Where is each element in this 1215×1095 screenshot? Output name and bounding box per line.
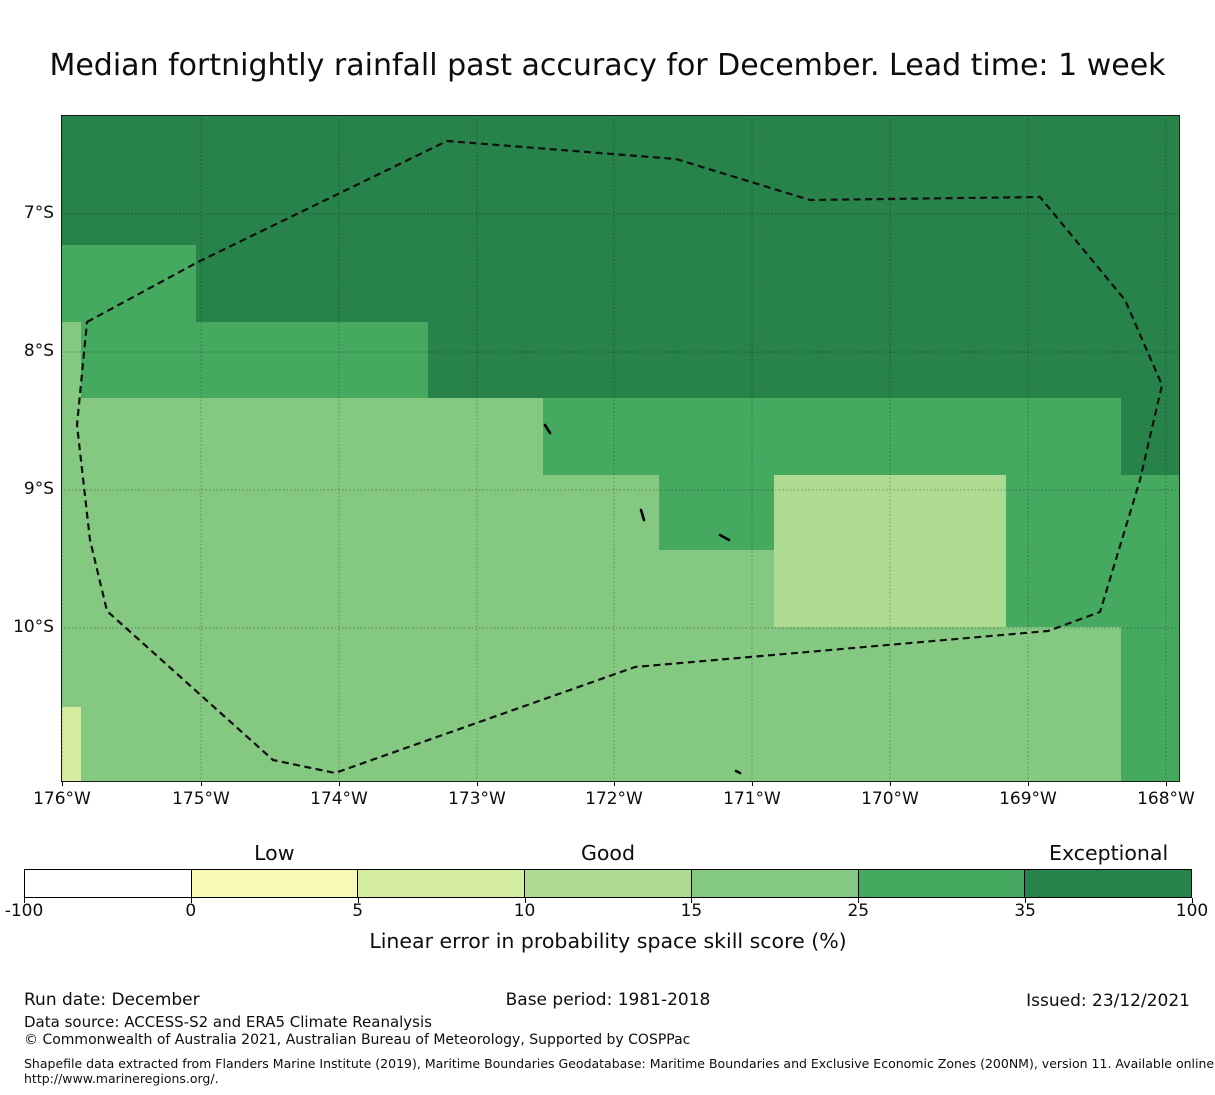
colorbar-title: Linear error in probability space skill …	[369, 929, 847, 953]
x-tick-mark	[477, 782, 478, 786]
y-tick-label: 10°S	[13, 617, 54, 637]
x-tick-mark	[62, 782, 63, 786]
colorbar-segment	[357, 870, 525, 897]
x-tick-mark	[614, 782, 615, 786]
colorbar-tick-label: 35	[1014, 901, 1036, 921]
colorbar-category-label: Exceptional	[1049, 841, 1169, 865]
figure-title: Median fortnightly rainfall past accurac…	[49, 48, 1166, 83]
x-tick-label: 174°W	[310, 789, 368, 809]
map-region	[61, 707, 81, 782]
y-tick-label: 9°S	[23, 479, 54, 499]
colorbar-tick-label: 10	[513, 901, 536, 921]
colorbar-tick-label: 0	[185, 901, 197, 921]
colorbar-tick-mark	[190, 898, 192, 903]
map-region	[543, 398, 1121, 475]
data-source-text: Data source: ACCESS-S2 and ERA5 Climate …	[24, 1013, 432, 1031]
run-date-text: Run date: December	[24, 990, 200, 1010]
map-border	[61, 115, 1180, 782]
colorbar-tick-mark	[691, 898, 693, 903]
skill-score-map	[61, 115, 1180, 782]
map-region	[1006, 475, 1180, 550]
issued-date-text: Issued: 23/12/2021	[1026, 991, 1190, 1011]
colorbar-segment	[25, 870, 191, 897]
map-region	[61, 398, 543, 475]
map-region	[61, 115, 1180, 245]
x-tick-label: 175°W	[172, 789, 230, 809]
shapefile-attribution-line1: Shapefile data extracted from Flanders M…	[24, 1056, 1215, 1071]
map-region	[61, 322, 81, 398]
y-tick-label: 8°S	[23, 341, 54, 361]
map-region	[81, 322, 428, 398]
colorbar-category-label: Good	[581, 841, 635, 865]
x-tick-label: 173°W	[448, 789, 506, 809]
colorbar-segment	[524, 870, 691, 897]
map-region	[61, 627, 1121, 782]
island-mark	[718, 533, 731, 542]
x-tick-mark	[201, 782, 202, 786]
colorbar-tick-label: 25	[847, 901, 870, 921]
x-tick-mark	[1028, 782, 1029, 786]
map-region	[1121, 627, 1180, 782]
copyright-text: © Commonwealth of Australia 2021, Austra…	[24, 1032, 691, 1048]
map-region	[428, 322, 1180, 398]
colorbar-segment	[857, 870, 1025, 897]
colorbar-segment	[690, 870, 858, 897]
map-region	[659, 475, 774, 550]
colorbar-tick-mark	[1192, 898, 1193, 903]
colorbar-tick-label: 15	[680, 901, 703, 921]
x-tick-label: 169°W	[999, 789, 1057, 809]
colorbar-tick-label: 100	[1175, 901, 1209, 921]
colorbar-tick-mark	[858, 898, 860, 903]
x-tick-mark	[752, 782, 753, 786]
map-region	[61, 245, 196, 322]
eez-boundary-line	[75, 139, 1164, 775]
y-tick-label: 7°S	[23, 203, 54, 223]
base-period-text: Base period: 1981-2018	[505, 990, 711, 1010]
x-tick-mark	[1166, 782, 1167, 786]
x-tick-mark	[890, 782, 891, 786]
colorbar-segment	[1024, 870, 1192, 897]
x-tick-label: 172°W	[585, 789, 643, 809]
colorbar-tick-label: -100	[4, 901, 44, 921]
x-tick-label: 171°W	[723, 789, 781, 809]
map-region	[61, 550, 774, 627]
map-region	[196, 245, 1180, 322]
shapefile-attribution-url: http://www.marineregions.org/.	[24, 1071, 219, 1086]
island-mark	[734, 769, 742, 775]
island-mark	[639, 508, 646, 522]
colorbar-tick-label: 5	[352, 901, 364, 921]
x-tick-label: 168°W	[1137, 789, 1195, 809]
colorbar-tick-mark	[524, 898, 526, 903]
x-tick-label: 176°W	[33, 789, 91, 809]
island-mark	[543, 423, 552, 435]
colorbar	[24, 869, 1192, 898]
colorbar-tick-mark	[1025, 898, 1027, 903]
map-region	[1006, 550, 1180, 627]
x-tick-label: 170°W	[861, 789, 919, 809]
map-region	[61, 475, 659, 550]
colorbar-tick-mark	[24, 898, 25, 903]
map-region	[774, 475, 1006, 627]
colorbar-segment	[190, 870, 358, 897]
x-tick-mark	[339, 782, 340, 786]
colorbar-category-label: Low	[254, 841, 295, 865]
colorbar-tick-mark	[357, 898, 359, 903]
